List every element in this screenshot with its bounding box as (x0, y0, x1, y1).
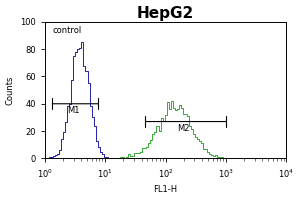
X-axis label: FL1-H: FL1-H (154, 185, 178, 194)
Title: HepG2: HepG2 (137, 6, 194, 21)
Text: M2: M2 (178, 124, 190, 133)
Text: M1: M1 (68, 106, 80, 115)
Y-axis label: Counts: Counts (6, 75, 15, 105)
Text: control: control (52, 26, 81, 35)
